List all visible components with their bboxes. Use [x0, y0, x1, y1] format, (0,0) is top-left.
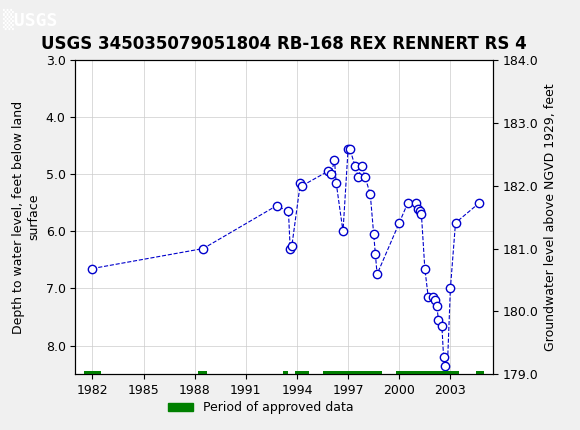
Legend: Period of approved data: Period of approved data — [163, 396, 359, 419]
Title: USGS 345035079051804 RB-168 REX RENNERT RS 4: USGS 345035079051804 RB-168 REX RENNERT … — [41, 35, 527, 53]
Text: ▒USGS: ▒USGS — [3, 9, 57, 30]
Y-axis label: Depth to water level, feet below land
surface: Depth to water level, feet below land su… — [12, 101, 40, 334]
Y-axis label: Groundwater level above NGVD 1929, feet: Groundwater level above NGVD 1929, feet — [544, 83, 557, 351]
